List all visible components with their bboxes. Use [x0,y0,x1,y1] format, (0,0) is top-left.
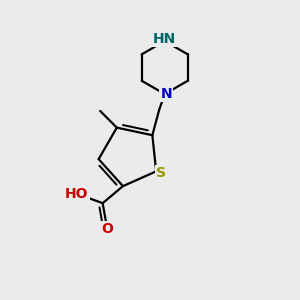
Text: HN: HN [153,32,176,46]
Text: O: O [101,222,113,236]
Text: S: S [157,166,166,180]
Text: HO: HO [65,187,88,201]
Text: N: N [160,87,172,101]
